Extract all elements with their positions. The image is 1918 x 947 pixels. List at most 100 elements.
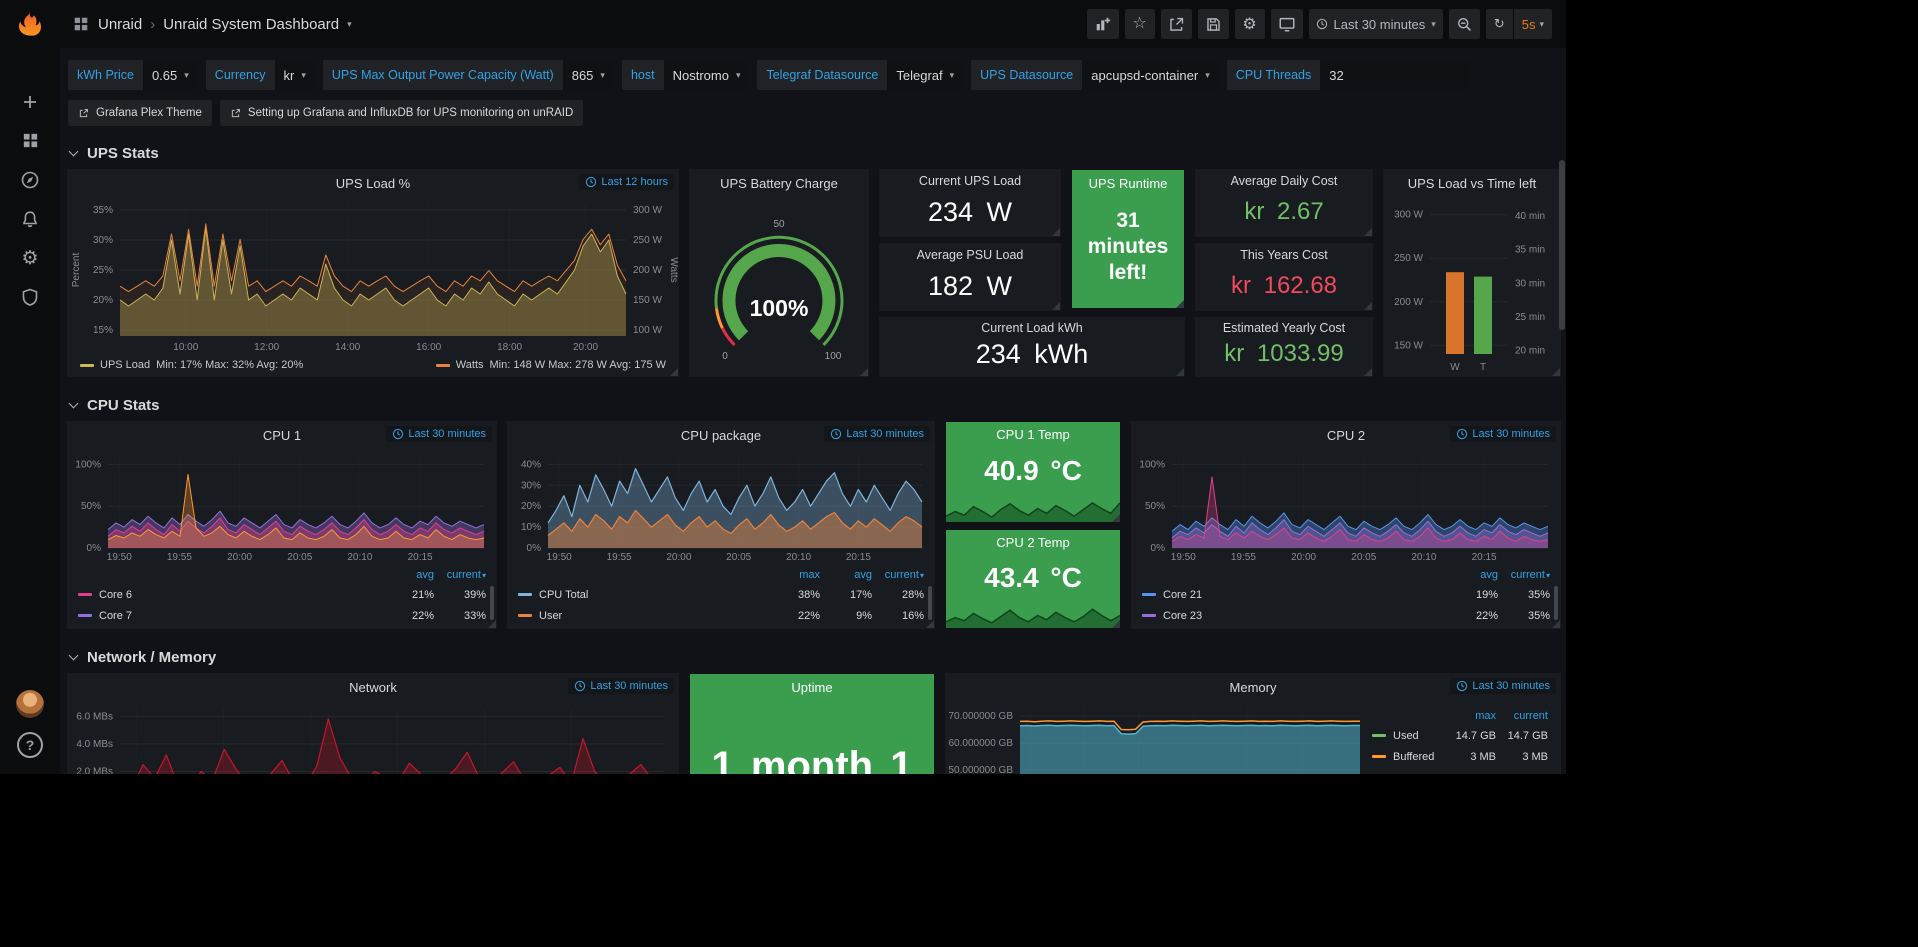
chevron-down-icon[interactable]: ▾ (347, 18, 352, 29)
panel-title-cpu-1[interactable]: CPU 1 (68, 422, 496, 448)
grafana-logo-icon[interactable] (15, 9, 45, 42)
time-range-badge[interactable]: Last 30 minutes (568, 678, 674, 694)
legend-item-buffered[interactable]: Buffered 3 MB 3 MB (1372, 746, 1548, 767)
legend-sort-avg[interactable]: avg (1480, 568, 1498, 581)
legend-sort-current[interactable]: current▾ (446, 568, 486, 581)
panel-title-network[interactable]: Network (68, 674, 678, 700)
legend-item-used[interactable]: Used 14.7 GB 14.7 GB (1372, 725, 1548, 746)
panel-title-current-load-kwh[interactable]: Current Load kWh (880, 318, 1184, 338)
sidebar-item-alerting[interactable] (0, 199, 60, 238)
variable-value-currency[interactable]: kr ▾ (274, 60, 315, 90)
panel-resize-handle[interactable] (1176, 300, 1184, 308)
section-ups-stats[interactable]: UPS Stats (68, 143, 159, 163)
sidebar-item-configuration[interactable]: ⚙ (0, 238, 60, 277)
legend-item-core-6[interactable]: Core 6 21% 39% (78, 584, 486, 605)
panel-resize-handle[interactable] (1364, 302, 1372, 310)
legend-sort-current[interactable]: current▾ (884, 568, 924, 581)
time-range-badge[interactable]: Last 30 minutes (1450, 678, 1556, 694)
variable-value-ups-datasource[interactable]: apcupsd-container ▾ (1082, 60, 1219, 90)
panel-resize-handle[interactable] (1364, 228, 1372, 236)
variable-value-host[interactable]: Nostromo ▾ (663, 60, 750, 90)
refresh-interval-dropdown[interactable]: 5s ▾ (1514, 9, 1552, 39)
variable-value-kwh-price[interactable]: 0.65 ▾ (142, 60, 198, 90)
user-avatar[interactable] (16, 690, 44, 718)
legend-sort-avg[interactable]: avg (416, 568, 434, 581)
sidebar-item-server-admin[interactable] (0, 277, 60, 316)
section-network-memory[interactable]: Network / Memory (68, 647, 216, 667)
ups-load-vs-time-chart[interactable]: 300 W 250 W 200 W 150 W 40 min 35 min 30 min 25… (1384, 196, 1560, 376)
panel-title-uptime[interactable]: Uptime (690, 674, 934, 700)
panel-title-this-years-cost[interactable]: This Years Cost (1196, 244, 1372, 266)
cpu-2-chart[interactable]: 100% 50% 0% 19:50 19:55 20:00 20:05 20:10 20:15 (1132, 448, 1560, 564)
variable-input-cpu-threads[interactable] (1320, 60, 1471, 90)
panel-title-memory[interactable]: Memory (946, 674, 1560, 700)
legend-sort-current[interactable]: current (1513, 709, 1548, 722)
breadcrumb-folder[interactable]: Unraid (98, 15, 143, 33)
sidebar-item-create[interactable] (0, 82, 60, 121)
panel-resize-handle[interactable] (1112, 620, 1120, 628)
panel-title-ups-load[interactable]: UPS Load % (68, 170, 678, 196)
panel-title-current-ups-load[interactable]: Current UPS Load (880, 170, 1060, 192)
panel-resize-handle[interactable] (1112, 514, 1120, 522)
panel-resize-handle[interactable] (1364, 368, 1372, 376)
save-dashboard-button[interactable] (1197, 9, 1229, 39)
panel-resize-handle[interactable] (1552, 620, 1560, 628)
star-dashboard-button[interactable]: ☆ (1124, 9, 1155, 39)
legend-item-user[interactable]: User 22% 9% 16% (518, 605, 924, 626)
panel-title-cpu-2[interactable]: CPU 2 (1132, 422, 1560, 448)
panel-title-cpu-package[interactable]: CPU package (508, 422, 934, 448)
dashboard-grid-icon[interactable] (72, 15, 90, 33)
cpu-package-chart[interactable]: 40% 30% 20% 10% 0% 19:50 19:55 20:00 20:05 20:10 2… (508, 448, 934, 564)
panel-resize-handle[interactable] (1052, 228, 1060, 236)
refresh-button[interactable]: ↻ (1486, 9, 1513, 39)
time-range-badge[interactable]: Last 12 hours (579, 174, 674, 190)
ups-load-chart[interactable]: 35% 30% 25% 20% 15% 300 W 250 W 200 W 150 W 100 W… (68, 196, 678, 354)
panel-title-cpu-2-temp[interactable]: CPU 2 Temp (946, 530, 1120, 554)
legend-scrollbar[interactable] (490, 586, 494, 620)
panel-resize-handle[interactable] (488, 620, 496, 628)
legend-item-cpu-total[interactable]: CPU Total 38% 17% 28% (518, 584, 924, 605)
scrollbar-thumb[interactable] (1559, 160, 1565, 330)
variable-value-ups-max-output-power-capacity-watt[interactable]: 865 ▾ (562, 60, 614, 90)
legend-sort-current[interactable]: current▾ (1510, 568, 1550, 581)
panel-resize-handle[interactable] (670, 368, 678, 376)
time-range-badge[interactable]: Last 30 minutes (1450, 426, 1556, 442)
panel-resize-handle[interactable] (1176, 368, 1184, 376)
legend-sort-avg[interactable]: avg (854, 568, 872, 581)
panel-title-cpu-1-temp[interactable]: CPU 1 Temp (946, 422, 1120, 446)
panel-title-average-psu-load[interactable]: Average PSU Load (880, 244, 1060, 266)
panel-resize-handle[interactable] (1552, 368, 1560, 376)
legend-item-core-23[interactable]: Core 23 22% 35% (1142, 605, 1550, 626)
time-range-badge[interactable]: Last 30 minutes (386, 426, 492, 442)
legend-item-core-21[interactable]: Core 21 19% 35% (1142, 584, 1550, 605)
zoom-out-button[interactable] (1448, 9, 1480, 39)
time-range-badge[interactable]: Last 30 minutes (824, 426, 930, 442)
share-dashboard-button[interactable] (1160, 9, 1192, 39)
time-range-picker[interactable]: Last 30 minutes ▾ (1308, 9, 1443, 39)
legend-scrollbar[interactable] (928, 586, 932, 620)
dashboard-link-grafana-plex-theme[interactable]: Grafana Plex Theme (68, 100, 212, 126)
panel-title-average-daily-cost[interactable]: Average Daily Cost (1196, 170, 1372, 192)
breadcrumb-dashboard-title[interactable]: Unraid System Dashboard (163, 15, 340, 33)
panel-title-ups-load-vs-time[interactable]: UPS Load vs Time left (1384, 170, 1560, 196)
panel-resize-handle[interactable] (926, 620, 934, 628)
panel-resize-handle[interactable] (860, 368, 868, 376)
legend-item-core-7[interactable]: Core 7 22% 33% (78, 605, 486, 626)
sidebar-item-dashboards[interactable] (0, 121, 60, 160)
panel-resize-handle[interactable] (1052, 302, 1060, 310)
dashboard-link-setting-up-grafana-and-influxdb-for-ups-monitoring-on-unraid[interactable]: Setting up Grafana and InfluxDB for UPS … (219, 100, 584, 126)
section-cpu-stats[interactable]: CPU Stats (68, 395, 160, 415)
panel-title-ups-runtime[interactable]: UPS Runtime (1072, 170, 1184, 196)
legend-item-watts[interactable]: Watts Min: 148 W Max: 278 W Avg: 175 W (435, 359, 666, 371)
panel-title-battery[interactable]: UPS Battery Charge (690, 170, 868, 196)
battery-gauge[interactable]: 0 50 100 100% (690, 196, 868, 376)
legend-item-ups-load[interactable]: UPS Load Min: 17% Max: 32% Avg: 20% (80, 359, 303, 371)
variable-value-telegraf-datasource[interactable]: Telegraf ▾ (887, 60, 964, 90)
cpu-1-chart[interactable]: 100% 50% 0% 19:50 19:55 20:00 20:05 20:10 20:15 (68, 448, 496, 564)
legend-scrollbar[interactable] (1554, 586, 1558, 620)
legend-sort-max[interactable]: max (799, 568, 820, 581)
add-panel-button[interactable] (1086, 9, 1119, 39)
sidebar-item-explore[interactable] (0, 160, 60, 199)
